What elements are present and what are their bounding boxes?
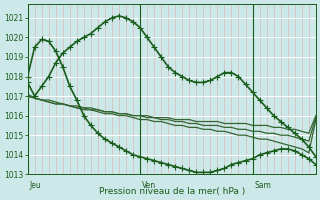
Text: Jeu: Jeu	[30, 181, 42, 190]
X-axis label: Pression niveau de la mer( hPa ): Pression niveau de la mer( hPa )	[99, 187, 245, 196]
Text: Sam: Sam	[255, 181, 272, 190]
Text: Ven: Ven	[142, 181, 156, 190]
